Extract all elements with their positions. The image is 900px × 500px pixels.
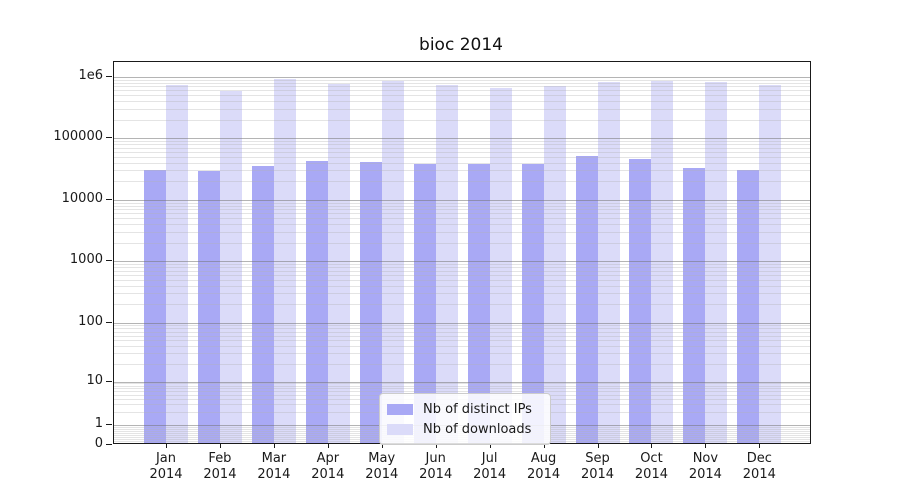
bar-distinct-ips — [251, 165, 274, 444]
bar-downloads — [597, 82, 620, 444]
y-axis-tick-label: 0 — [94, 435, 103, 451]
y-tick-mark — [106, 443, 112, 445]
legend-label: Nb of downloads — [423, 421, 532, 437]
bar-distinct-ips — [575, 156, 598, 444]
x-tick-mark — [489, 443, 491, 448]
chart-title: bioc 2014 — [419, 35, 503, 55]
x-tick-mark — [435, 443, 437, 448]
bar-distinct-ips — [683, 168, 706, 444]
legend-item: Nb of downloads — [387, 419, 542, 439]
y-tick-mark — [106, 260, 112, 262]
x-axis-tick-label: May 2014 — [365, 451, 399, 482]
x-axis-tick-label: Sep 2014 — [580, 451, 615, 482]
x-tick-mark — [219, 443, 221, 448]
legend-item: Nb of distinct IPs — [387, 399, 542, 419]
x-axis-tick-label: Oct 2014 — [634, 451, 668, 482]
x-tick-mark — [381, 443, 383, 448]
bar-downloads — [327, 83, 350, 444]
bar-downloads — [651, 81, 674, 444]
x-axis-tick-label: Dec 2014 — [742, 451, 776, 482]
x-axis-tick-label: Jul 2014 — [473, 451, 507, 482]
bar-downloads — [273, 78, 296, 444]
bar-downloads — [435, 84, 458, 444]
y-axis-tick-label: 1 — [94, 416, 103, 431]
x-tick-mark — [327, 443, 329, 448]
x-axis-tick-label: Feb 2014 — [203, 451, 237, 482]
x-axis-tick-label: Nov 2014 — [688, 451, 722, 482]
bar-downloads — [759, 84, 782, 444]
legend: Nb of distinct IPs Nb of downloads — [379, 393, 551, 445]
bar-downloads — [166, 84, 188, 444]
x-tick-mark — [705, 443, 707, 448]
x-axis-tick-label: Apr 2014 — [311, 451, 345, 482]
bar-distinct-ips — [144, 169, 166, 444]
bar-distinct-ips — [737, 170, 760, 444]
x-tick-mark — [273, 443, 275, 448]
legend-swatch-downloads — [387, 423, 413, 435]
bar-distinct-ips — [359, 162, 382, 444]
x-tick-mark — [597, 443, 599, 448]
bar-distinct-ips — [197, 170, 220, 444]
bar-downloads — [381, 81, 404, 444]
x-axis-tick-label: Mar 2014 — [257, 451, 291, 482]
x-tick-mark — [543, 443, 545, 448]
plot-area — [112, 61, 811, 444]
bar-downloads — [219, 90, 242, 444]
x-tick-mark — [651, 443, 653, 448]
y-tick-mark — [106, 424, 112, 425]
y-axis-tick-label: 10 — [86, 372, 103, 388]
y-tick-mark — [106, 380, 112, 382]
bar-downloads — [543, 85, 566, 444]
y-tick-mark — [106, 198, 112, 200]
gridline-major — [113, 76, 810, 78]
x-tick-mark — [166, 443, 167, 448]
y-tick-mark — [106, 321, 112, 323]
x-tick-mark — [759, 443, 761, 448]
y-tick-mark — [106, 75, 112, 77]
y-tick-mark — [106, 137, 112, 139]
y-axis-tick-label: 10000 — [61, 190, 103, 206]
legend-label: Nb of distinct IPs — [423, 401, 532, 417]
y-axis-tick-label: 1000 — [69, 252, 103, 268]
gridline-minor — [113, 79, 810, 81]
y-axis-tick-label: 1e6 — [78, 67, 103, 83]
bar-downloads — [489, 87, 512, 444]
y-axis-tick-label: 100000 — [53, 129, 103, 145]
bar-distinct-ips — [629, 159, 652, 444]
x-axis-tick-label: Jun 2014 — [419, 451, 453, 482]
x-axis-tick-label: Jan 2014 — [149, 451, 183, 482]
bar-distinct-ips — [413, 164, 436, 444]
y-axis-tick-label: 100 — [78, 313, 103, 329]
x-axis-tick-label: Aug 2014 — [527, 451, 561, 482]
legend-swatch-distinct-ips — [387, 403, 413, 415]
bar-distinct-ips — [305, 160, 328, 444]
bar-distinct-ips — [521, 163, 544, 444]
bar-distinct-ips — [467, 164, 490, 444]
bar-downloads — [705, 82, 728, 444]
